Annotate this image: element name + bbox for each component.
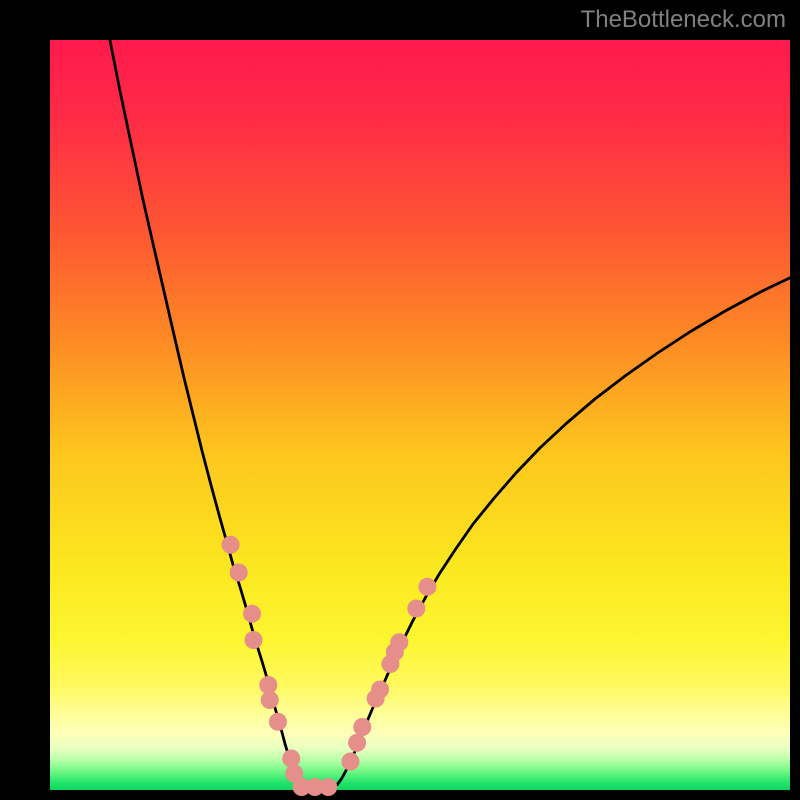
chart-root: TheBottleneck.com xyxy=(0,0,800,800)
data-marker xyxy=(353,718,371,736)
gradient-background xyxy=(50,40,790,790)
data-marker xyxy=(348,734,366,752)
data-marker xyxy=(245,631,263,649)
data-marker xyxy=(418,578,436,596)
data-marker xyxy=(341,753,359,771)
data-marker xyxy=(371,681,389,699)
data-marker xyxy=(269,713,287,731)
data-marker xyxy=(261,691,279,709)
data-marker xyxy=(243,605,261,623)
data-marker xyxy=(319,778,337,796)
watermark-text: TheBottleneck.com xyxy=(581,6,786,34)
plot-svg xyxy=(0,0,800,800)
data-marker xyxy=(282,750,300,768)
data-marker xyxy=(390,633,408,651)
data-marker xyxy=(230,564,248,582)
data-marker xyxy=(222,536,240,554)
data-marker xyxy=(407,600,425,618)
